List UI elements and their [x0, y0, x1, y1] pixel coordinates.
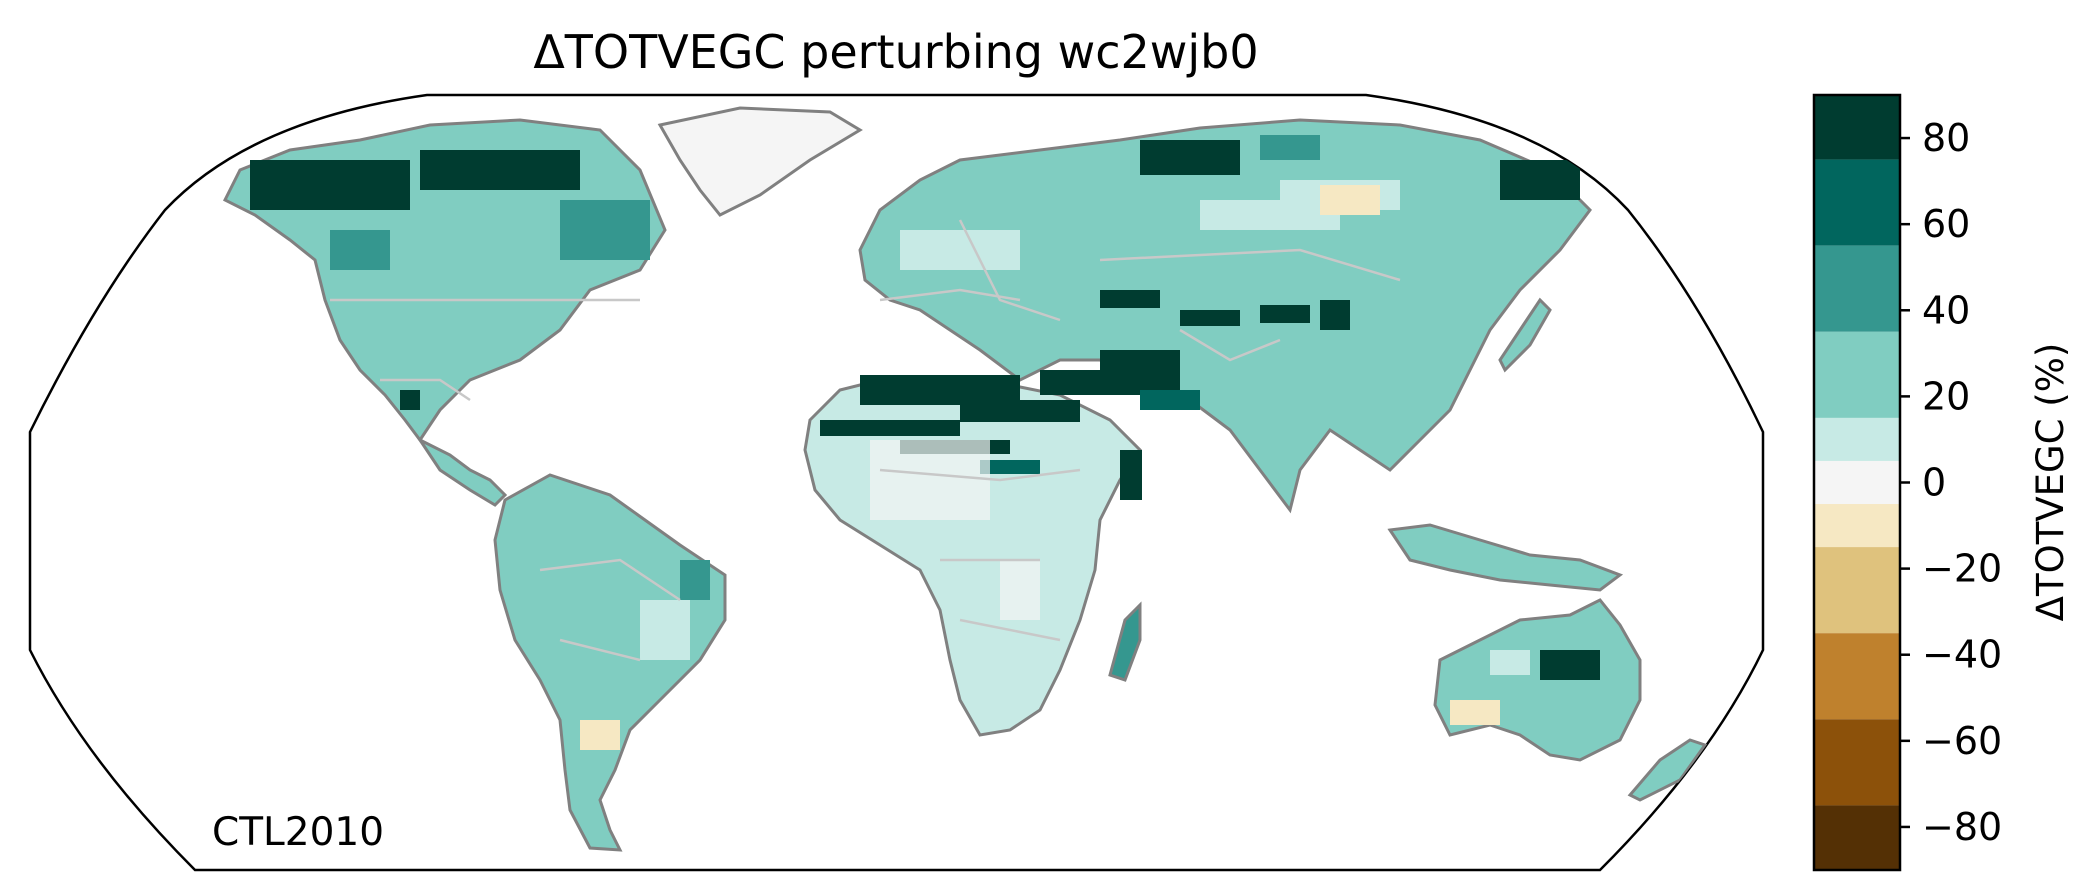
colorbar-bin: [1814, 805, 1900, 870]
colorbar-tick-label: −60: [1922, 719, 2002, 763]
experiment-label: CTL2010: [212, 810, 384, 855]
colorbar-tick-label: 0: [1922, 461, 1946, 505]
colorbar-tick-label: −20: [1922, 547, 2002, 591]
colorbar-bin: [1814, 633, 1900, 720]
colorbar-tick-label: 80: [1922, 116, 1970, 160]
colorbar-tick-label: 60: [1922, 202, 1970, 246]
colorbar-bin: [1814, 95, 1900, 160]
colorbar-bin: [1814, 504, 1900, 548]
colorbar-tick-label: 40: [1922, 288, 1970, 332]
map-title: ΔTOTVEGC perturbing wc2wjb0: [533, 25, 1258, 79]
high-change-regions: [250, 135, 1600, 750]
colorbar-bins: [1814, 95, 1900, 870]
central-america: [415, 436, 508, 507]
colorbar-bin: [1814, 460, 1900, 505]
colorbar-bin: [1814, 245, 1900, 332]
colorbar-tick-label: −40: [1922, 633, 2002, 677]
madagascar: [1108, 601, 1142, 682]
japan: [1498, 297, 1552, 373]
land-layer: [222, 106, 1708, 852]
sea-islands: [1387, 523, 1624, 592]
colorbar-bin: [1814, 331, 1900, 418]
map-panel: CTL2010: [28, 93, 1765, 872]
colorbar: 80 60 40 20 0 −20 −40 −60 −80 ΔTOTVEGC (%): [1812, 93, 2072, 872]
new-zealand: [1627, 738, 1708, 802]
colorbar-bin: [1814, 547, 1900, 634]
colorbar-bin: [1814, 159, 1900, 246]
greenland: [657, 106, 863, 217]
colorbar-tick-label: −80: [1922, 805, 2002, 849]
colorbar-ticks: 80 60 40 20 0 −20 −40 −60 −80: [1900, 116, 2002, 849]
colorbar-bin: [1814, 417, 1900, 461]
colorbar-label: ΔTOTVEGC (%): [2029, 343, 2072, 622]
colorbar-tick-label: 20: [1922, 374, 1970, 418]
country-borders: [330, 219, 1401, 662]
colorbar-bin: [1814, 719, 1900, 806]
